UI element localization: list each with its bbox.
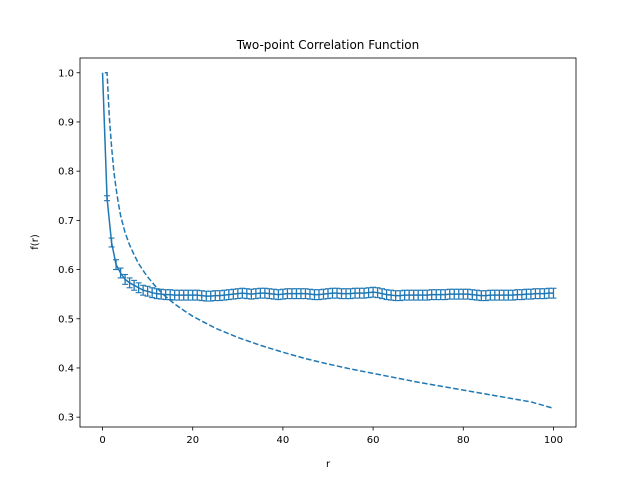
x-tick-label: 80	[457, 435, 470, 446]
chart-title: Two-point Correlation Function	[236, 38, 420, 52]
error-bar	[550, 287, 557, 299]
error-bar	[113, 259, 120, 271]
y-tick-label: 0.9	[58, 117, 74, 128]
error-bar	[135, 282, 142, 294]
y-axis-label: f(r)	[30, 234, 41, 250]
error-bar	[108, 237, 115, 248]
x-axis: 0 20 40 60 80 100	[99, 427, 563, 446]
x-tick-label: 20	[186, 435, 199, 446]
error-bar	[104, 195, 111, 202]
error-bar	[122, 273, 129, 285]
y-tick-label: 0.7	[58, 216, 74, 227]
dashed-series-line	[104, 72, 554, 410]
y-tick-label: 1.0	[58, 68, 74, 79]
x-tick-label: 60	[367, 435, 380, 446]
y-tick-label: 0.8	[58, 167, 74, 178]
error-bar	[131, 279, 138, 291]
error-bar	[149, 287, 156, 299]
y-tick-label: 0.6	[58, 265, 74, 276]
x-tick-label: 100	[544, 435, 563, 446]
x-axis-label: r	[326, 459, 331, 470]
y-tick-label: 0.4	[58, 363, 74, 374]
error-bar	[117, 267, 124, 279]
error-bar	[140, 284, 147, 296]
error-bar	[374, 287, 381, 299]
error-bar	[126, 277, 133, 289]
y-tick-label: 0.5	[58, 314, 74, 325]
axes-frame	[79, 57, 577, 428]
y-axis: 0.3 0.4 0.5 0.6 0.7 0.8 0.9 1.0	[58, 68, 80, 424]
plot-area	[101, 72, 557, 410]
error-bar	[379, 288, 386, 300]
error-bar	[144, 285, 151, 297]
y-tick-label: 0.3	[58, 413, 74, 424]
x-tick-label: 0	[99, 435, 105, 446]
x-tick-label: 40	[277, 435, 290, 446]
